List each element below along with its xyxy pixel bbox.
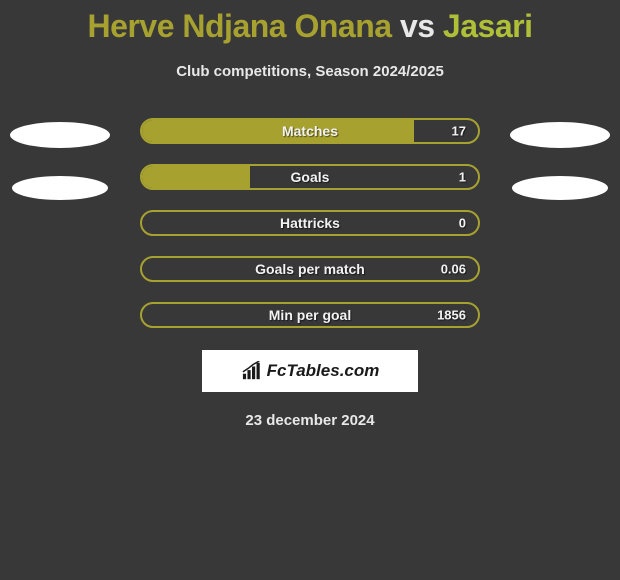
stat-bar: Matches 17 bbox=[140, 118, 480, 144]
date-stamp: 23 december 2024 bbox=[0, 412, 620, 429]
bar-value: 17 bbox=[452, 124, 466, 139]
right-markers bbox=[510, 122, 610, 200]
subtitle: Club competitions, Season 2024/2025 bbox=[0, 63, 620, 80]
left-markers bbox=[10, 122, 110, 200]
stat-bar: Goals per match 0.06 bbox=[140, 256, 480, 282]
brand-text: FcTables.com bbox=[267, 361, 380, 381]
bar-label: Goals bbox=[291, 169, 330, 185]
bar-value: 1 bbox=[459, 170, 466, 185]
page-title: Herve Ndjana Onana vs Jasari bbox=[0, 8, 620, 45]
stat-bar: Goals 1 bbox=[140, 164, 480, 190]
stat-bar: Hattricks 0 bbox=[140, 210, 480, 236]
stat-bars: Matches 17 Goals 1 Hattricks 0 Goals per… bbox=[140, 118, 480, 328]
bar-chart-icon bbox=[241, 361, 263, 381]
brand-badge: FcTables.com bbox=[202, 350, 418, 392]
marker-ellipse bbox=[12, 176, 108, 200]
stat-bar: Min per goal 1856 bbox=[140, 302, 480, 328]
bar-fill bbox=[142, 120, 414, 142]
marker-ellipse bbox=[510, 122, 610, 148]
bar-label: Matches bbox=[282, 123, 338, 139]
marker-ellipse bbox=[10, 122, 110, 148]
bar-fill bbox=[142, 166, 250, 188]
bar-label: Min per goal bbox=[269, 307, 351, 323]
comparison-infographic: Herve Ndjana Onana vs Jasari Club compet… bbox=[0, 0, 620, 429]
player1-name: Herve Ndjana Onana bbox=[88, 8, 392, 44]
player2-name: Jasari bbox=[443, 8, 533, 44]
bar-label: Goals per match bbox=[255, 261, 365, 277]
bar-value: 0 bbox=[459, 216, 466, 231]
bar-value: 1856 bbox=[437, 308, 466, 323]
vs-separator: vs bbox=[392, 8, 443, 44]
bar-label: Hattricks bbox=[280, 215, 340, 231]
bar-value: 0.06 bbox=[441, 262, 466, 277]
marker-ellipse bbox=[512, 176, 608, 200]
